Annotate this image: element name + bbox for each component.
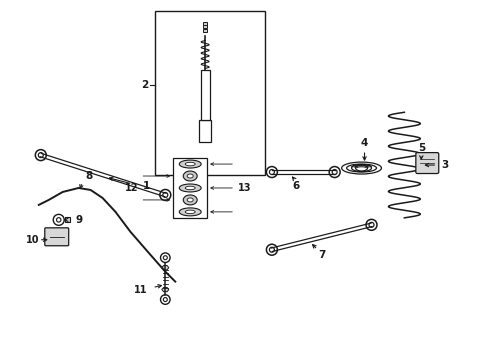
Bar: [155, 11, 265, 175]
Text: 1: 1: [143, 181, 149, 191]
Text: 13: 13: [238, 183, 251, 193]
Text: 8: 8: [85, 171, 92, 181]
Ellipse shape: [183, 195, 197, 205]
Text: 6: 6: [292, 181, 299, 191]
Ellipse shape: [185, 162, 195, 166]
Bar: [203, 22, 207, 24]
Bar: [65, 217, 70, 222]
Bar: [203, 25, 207, 28]
Bar: [199, 120, 211, 142]
Polygon shape: [162, 266, 169, 270]
Text: 11: 11: [134, 284, 147, 294]
Text: 12: 12: [125, 183, 138, 193]
Bar: [203, 29, 207, 32]
Bar: [173, 158, 207, 218]
Ellipse shape: [179, 208, 201, 216]
Ellipse shape: [187, 198, 193, 202]
Polygon shape: [162, 287, 169, 292]
FancyBboxPatch shape: [416, 153, 439, 174]
Ellipse shape: [179, 184, 201, 192]
Ellipse shape: [183, 171, 197, 181]
Text: 3: 3: [441, 160, 448, 170]
FancyBboxPatch shape: [45, 228, 69, 246]
Text: 10: 10: [26, 235, 39, 245]
Ellipse shape: [187, 174, 193, 178]
Ellipse shape: [179, 160, 201, 168]
Ellipse shape: [185, 210, 195, 213]
Ellipse shape: [185, 186, 195, 190]
Text: 4: 4: [361, 138, 368, 148]
Text: 2: 2: [141, 80, 148, 90]
Text: 5: 5: [417, 143, 425, 153]
Bar: [201, 71, 210, 120]
Text: 7: 7: [318, 250, 325, 260]
Text: 9: 9: [75, 215, 83, 225]
